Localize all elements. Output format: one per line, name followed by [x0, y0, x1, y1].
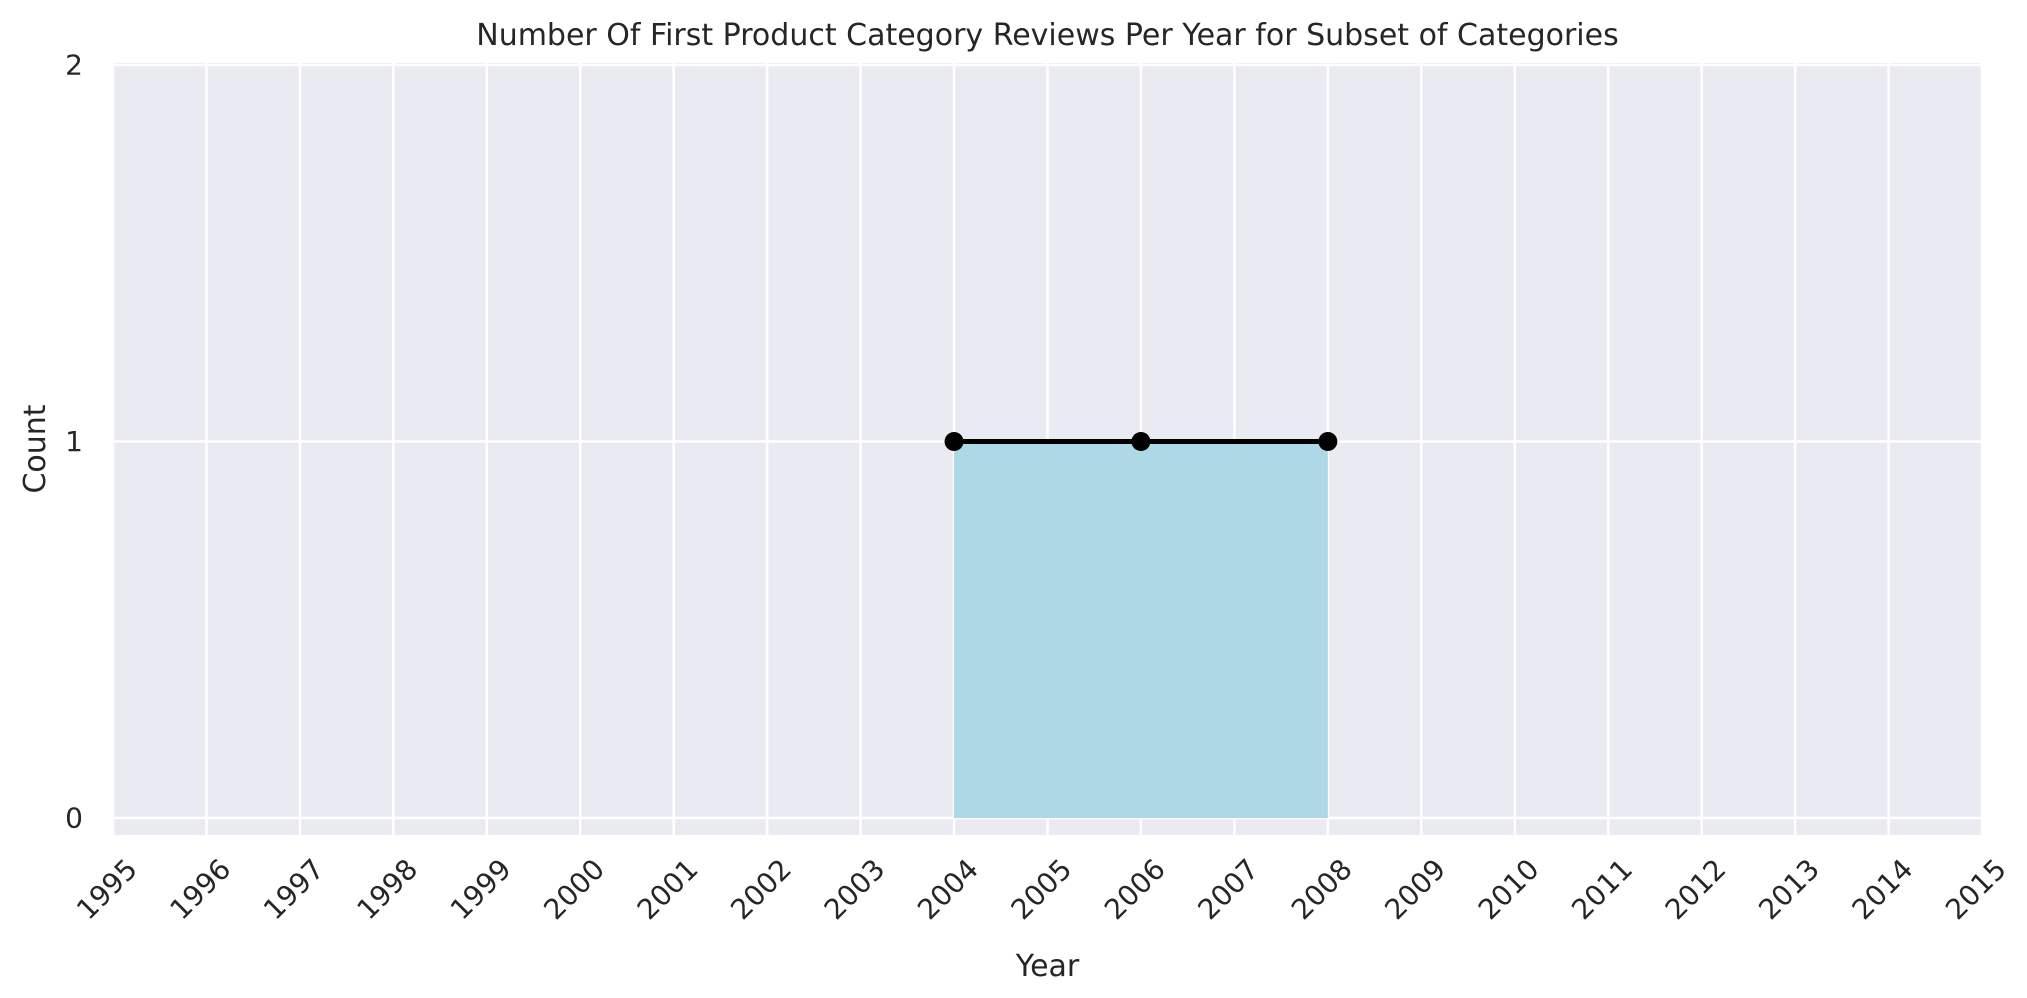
x-tick-label: 2008 — [1285, 852, 1359, 926]
x-axis-label: Year — [1015, 949, 1080, 984]
x-tick-label: 2000 — [537, 852, 611, 926]
y-tick-label: 1 — [65, 425, 83, 458]
x-tick-labels: 1995 1996 1997 1998 1999 2000 2001 2002 2003 2004… — [70, 852, 2013, 926]
x-tick-label: 1997 — [257, 852, 331, 926]
x-tick-label: 1996 — [164, 852, 238, 926]
x-tick-label: 1999 — [444, 852, 518, 926]
x-tick-label: 1998 — [350, 852, 424, 926]
series-area-fill — [954, 441, 1328, 818]
x-tick-label: 2015 — [1939, 852, 2013, 926]
x-tick-label: 2012 — [1659, 852, 1733, 926]
x-tick-label: 2013 — [1752, 852, 1826, 926]
x-tick-label: 2007 — [1191, 852, 1265, 926]
x-tick-label: 2004 — [911, 852, 985, 926]
x-tick-label: 2003 — [818, 852, 892, 926]
data-point — [944, 432, 964, 451]
series-markers — [944, 432, 1338, 451]
area-fills — [954, 441, 1328, 818]
x-tick-label: 2009 — [1378, 852, 1452, 926]
x-tick-label: 2001 — [631, 852, 705, 926]
x-tick-label: 1995 — [70, 852, 144, 926]
y-axis-label: Count — [18, 404, 53, 493]
data-point — [1318, 432, 1338, 451]
y-tick-label: 2 — [65, 49, 83, 82]
x-tick-label: 2014 — [1846, 852, 1920, 926]
data-point — [1131, 432, 1151, 451]
x-tick-label: 2006 — [1098, 852, 1172, 926]
y-tick-label: 0 — [65, 802, 83, 835]
chart-title: Number Of First Product Category Reviews… — [476, 18, 1618, 53]
y-tick-labels: 0 1 2 — [65, 49, 83, 835]
x-tick-label: 2002 — [724, 852, 798, 926]
x-tick-label: 2005 — [1005, 852, 1079, 926]
x-tick-label: 2010 — [1472, 852, 1546, 926]
x-tick-label: 2011 — [1565, 852, 1639, 926]
